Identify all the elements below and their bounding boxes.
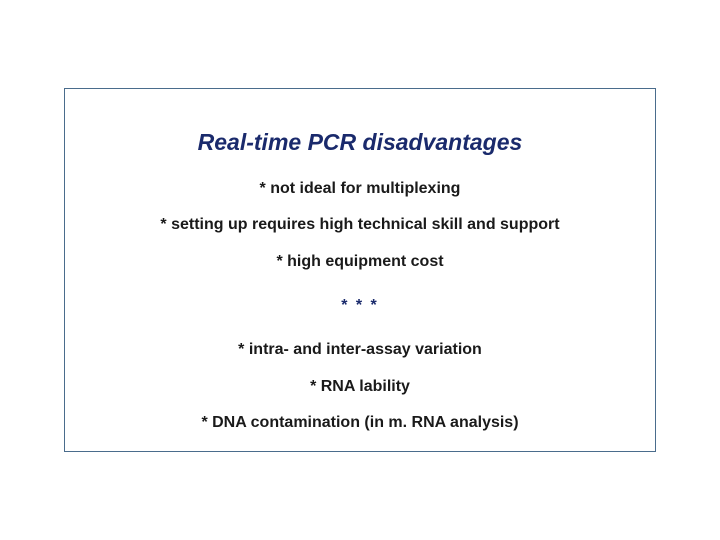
slide: Real-time PCR disadvantages * not ideal … (0, 0, 720, 540)
content-box: Real-time PCR disadvantages * not ideal … (64, 88, 656, 452)
section-divider: * * * (65, 297, 655, 315)
slide-title: Real-time PCR disadvantages (65, 129, 655, 156)
bullet-item: * DNA contamination (in m. RNA analysis) (65, 412, 655, 434)
bullet-item: * RNA lability (65, 376, 655, 398)
bullet-item: * intra- and inter-assay variation (65, 339, 655, 361)
bullet-item: * setting up requires high technical ski… (65, 214, 655, 236)
bullet-item: * high equipment cost (65, 251, 655, 273)
bullet-item: * not ideal for multiplexing (65, 178, 655, 200)
